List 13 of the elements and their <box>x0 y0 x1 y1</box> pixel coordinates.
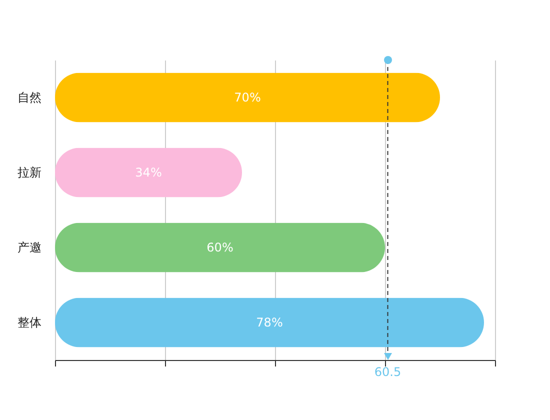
y-tick-label: 整体 <box>18 316 42 330</box>
bar <box>55 298 484 348</box>
bar <box>55 72 440 122</box>
data-label: 60% <box>206 240 234 254</box>
y-tick-label: 产邀 <box>18 240 42 254</box>
bar <box>55 148 242 198</box>
data-label: 70% <box>234 90 261 104</box>
y-tick-label: 自然 <box>18 90 42 104</box>
y-tick-label: 拉新 <box>18 166 42 180</box>
data-label: 78% <box>256 316 283 330</box>
bar <box>55 222 385 272</box>
data-label: 34% <box>135 166 162 180</box>
ref-line-label: 60.5 <box>374 365 402 379</box>
